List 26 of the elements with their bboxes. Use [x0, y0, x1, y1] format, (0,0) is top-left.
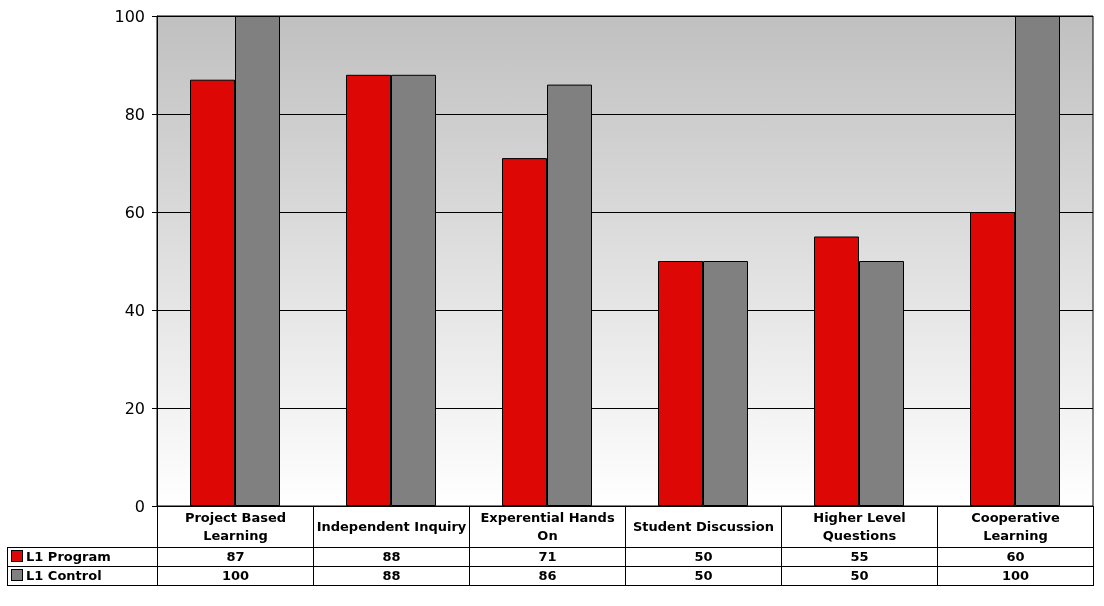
data-label: 60	[937, 547, 1094, 567]
data-label: 50	[781, 566, 938, 586]
x-tick-label: Student Discussion	[625, 506, 782, 548]
data-label: 71	[469, 547, 626, 567]
data-label: 100	[157, 566, 314, 586]
y-tick-label: 0	[134, 496, 145, 516]
x-tick-label: Project Based Learning	[157, 506, 314, 548]
data-label: 50	[625, 547, 782, 567]
x-tick-label: Independent Inquiry	[313, 506, 470, 548]
legend-label: L1 Program	[7, 547, 158, 567]
y-tick-label: 100	[114, 6, 145, 26]
x-tick-label: Cooperative Learning	[937, 506, 1094, 548]
data-label: 88	[313, 547, 470, 567]
data-label: 87	[157, 547, 314, 567]
y-tick-label: 40	[124, 300, 145, 320]
y-tick-label: 60	[124, 202, 145, 222]
data-label: 50	[625, 566, 782, 586]
y-tick-label: 20	[124, 398, 145, 418]
data-label: 100	[937, 566, 1094, 586]
legend-label: L1 Control	[7, 566, 158, 586]
data-label: 55	[781, 547, 938, 567]
x-tick-label: Higher Level Questions	[781, 506, 938, 548]
y-tick-label: 80	[124, 104, 145, 124]
data-label: 88	[313, 566, 470, 586]
x-tick-label: Experential Hands On	[469, 506, 626, 548]
data-label: 86	[469, 566, 626, 586]
